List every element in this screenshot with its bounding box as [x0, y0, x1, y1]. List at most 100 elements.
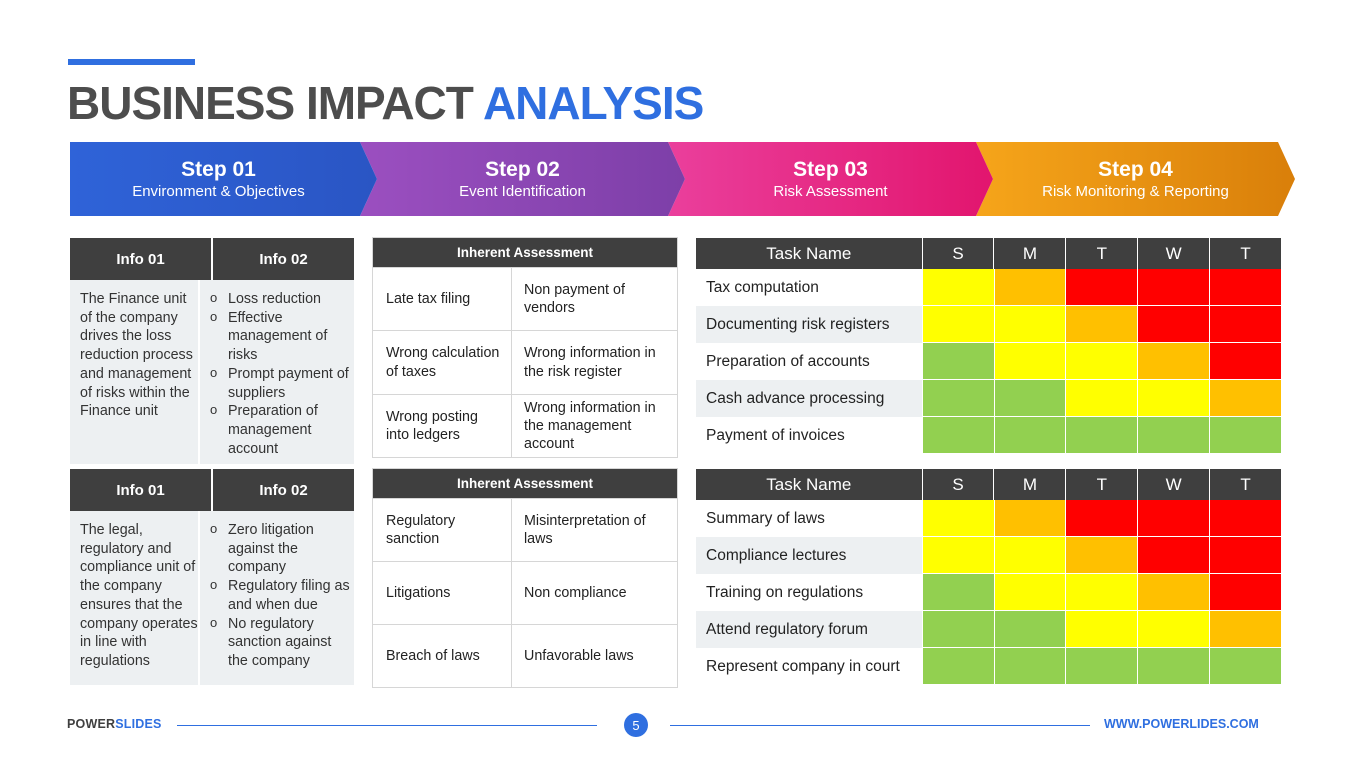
- risk-level-cell: [1138, 648, 1210, 685]
- footer-divider-right: [670, 725, 1090, 726]
- risk-level-cell: [1210, 648, 1281, 685]
- assessment-cell: Wrong posting into ledgers: [373, 395, 512, 457]
- info-header: Info 01 Info 02: [70, 238, 354, 280]
- footer-url-link[interactable]: WWW.POWERLIDES.COM: [1104, 717, 1259, 731]
- title-part-1: BUSINESS IMPACT: [67, 77, 483, 129]
- step-description: Risk Assessment: [773, 182, 888, 200]
- title-accent-bar: [68, 59, 195, 65]
- step-4: Step 04 Risk Monitoring & Reporting: [976, 142, 1295, 216]
- risk-level-cell: [1066, 500, 1138, 537]
- risk-level-cell: [1138, 269, 1210, 306]
- assessment-row: Wrong calculation of taxes Wrong informa…: [373, 330, 677, 394]
- steps-banner: Step 01 Environment & Objectives Step 02…: [70, 142, 1295, 216]
- risk-level-cell: [1210, 417, 1281, 454]
- info-header-2: Info 02: [211, 469, 354, 511]
- risk-level-cell: [1066, 648, 1138, 685]
- info-bullet: Zero litigation against the company: [210, 520, 350, 577]
- day-header: M: [994, 469, 1066, 500]
- risk-level-cell: [994, 269, 1066, 306]
- task-name: Payment of invoices: [706, 426, 845, 444]
- step-description: Environment & Objectives: [132, 182, 305, 200]
- assessment-cell: Non payment of vendors: [524, 281, 625, 316]
- assessment-cell: Breach of laws: [373, 625, 512, 687]
- footer: POWERSLIDES 5 WWW.POWERLIDES.COM: [0, 705, 1365, 745]
- risk-level-cell: [1210, 537, 1281, 574]
- heatmap-row: Cash advance processing: [696, 380, 1281, 417]
- info-panel-finance: Info 01 Info 02 The Finance unit of the …: [70, 238, 354, 464]
- heatmap-rows: Summary of laws Compliance lectures Traini…: [696, 500, 1281, 685]
- risk-level-cell: [1138, 537, 1210, 574]
- risk-level-cell: [1066, 537, 1138, 574]
- step-1: Step 01 Environment & Objectives: [70, 142, 377, 216]
- risk-level-cell: [922, 269, 994, 306]
- brand-part-2: SLIDES: [115, 717, 162, 731]
- task-name: Documenting risk registers: [696, 306, 922, 343]
- task-name: Attend regulatory forum: [696, 611, 922, 648]
- day-header: S: [922, 469, 994, 500]
- footer-divider-left: [177, 725, 597, 726]
- assessment-cell: Wrong information in the management acco…: [524, 399, 656, 453]
- task-name: Represent company in court: [706, 657, 900, 675]
- info-bullets: Zero litigation against the company Regu…: [198, 511, 354, 685]
- info-header: Info 01 Info 02: [70, 469, 354, 511]
- task-name: Cash advance processing: [696, 380, 922, 417]
- risk-level-cell: [994, 380, 1066, 417]
- day-header: S: [922, 238, 994, 269]
- risk-level-cell: [922, 380, 994, 417]
- risk-level-cell: [994, 500, 1066, 537]
- task-name: Training on regulations: [706, 583, 864, 601]
- task-name: Tax computation: [706, 278, 819, 296]
- step-label: Step 04: [1098, 157, 1173, 181]
- risk-level-cell: [994, 417, 1066, 454]
- step-3: Step 03 Risk Assessment: [668, 142, 993, 216]
- info-bullet: Effective management of risks: [210, 308, 350, 365]
- risk-level-cell: [1066, 417, 1138, 454]
- task-name-header: Task Name: [696, 469, 922, 500]
- risk-level-cell: [1210, 343, 1281, 380]
- day-header: T: [1210, 469, 1281, 500]
- heatmap-row: Payment of invoices: [696, 417, 1281, 454]
- assessment-cell: Non compliance: [524, 584, 627, 601]
- risk-level-cell: [1138, 343, 1210, 380]
- assessment-row: Regulatory sanction Misinterpretation of…: [373, 498, 677, 561]
- day-header: T: [1066, 469, 1138, 500]
- info-bullet: Regulatory filing as and when due: [210, 576, 350, 614]
- risk-level-cell: [1210, 306, 1281, 343]
- inherent-assessment-table-1: Inherent Assessment Late tax filing Non …: [372, 237, 678, 458]
- risk-level-cell: [1138, 306, 1210, 343]
- assessment-cell: Wrong calculation of taxes: [373, 331, 512, 394]
- risk-level-cell: [1066, 380, 1138, 417]
- step-description: Risk Monitoring & Reporting: [1042, 182, 1229, 200]
- heatmap-header: Task Name S M T W T: [696, 469, 1281, 500]
- title-part-2: ANALYSIS: [482, 77, 704, 129]
- info-panel-legal: Info 01 Info 02 The legal, regulatory an…: [70, 469, 354, 685]
- heatmap-row: Summary of laws: [696, 500, 1281, 537]
- risk-heatmap-table-2: Task Name S M T W T Summary of laws Compl…: [696, 469, 1281, 685]
- risk-level-cell: [994, 574, 1066, 611]
- heatmap-row: Represent company in court: [696, 648, 1281, 685]
- risk-level-cell: [922, 574, 994, 611]
- risk-level-cell: [1210, 500, 1281, 537]
- assessment-cell: Regulatory sanction: [373, 499, 512, 561]
- brand-part-1: POWER: [67, 717, 116, 731]
- heatmap-rows: Tax computation Documenting risk register…: [696, 269, 1281, 454]
- heatmap-row: Preparation of accounts: [696, 343, 1281, 380]
- risk-level-cell: [994, 648, 1066, 685]
- info-body: The legal, regulatory and compliance uni…: [70, 511, 354, 685]
- info-bullet: No regulatory sanction against the compa…: [210, 614, 350, 671]
- info-header-1: Info 01: [70, 238, 211, 280]
- heatmap-header: Task Name S M T W T: [696, 238, 1281, 269]
- risk-level-cell: [1210, 611, 1281, 648]
- risk-heatmap-table-1: Task Name S M T W T Tax computation Docum…: [696, 238, 1281, 454]
- heatmap-row: Documenting risk registers: [696, 306, 1281, 343]
- risk-level-cell: [1138, 574, 1210, 611]
- assessment-cell: Misinterpretation of laws: [524, 512, 646, 547]
- risk-level-cell: [922, 306, 994, 343]
- task-name: Compliance lectures: [696, 537, 922, 574]
- risk-level-cell: [1210, 574, 1281, 611]
- assessment-row: Litigations Non compliance: [373, 561, 677, 624]
- heatmap-row: Compliance lectures: [696, 537, 1281, 574]
- risk-level-cell: [1138, 611, 1210, 648]
- page-number: 5: [624, 713, 648, 737]
- assessment-row: Wrong posting into ledgers Wrong informa…: [373, 394, 677, 457]
